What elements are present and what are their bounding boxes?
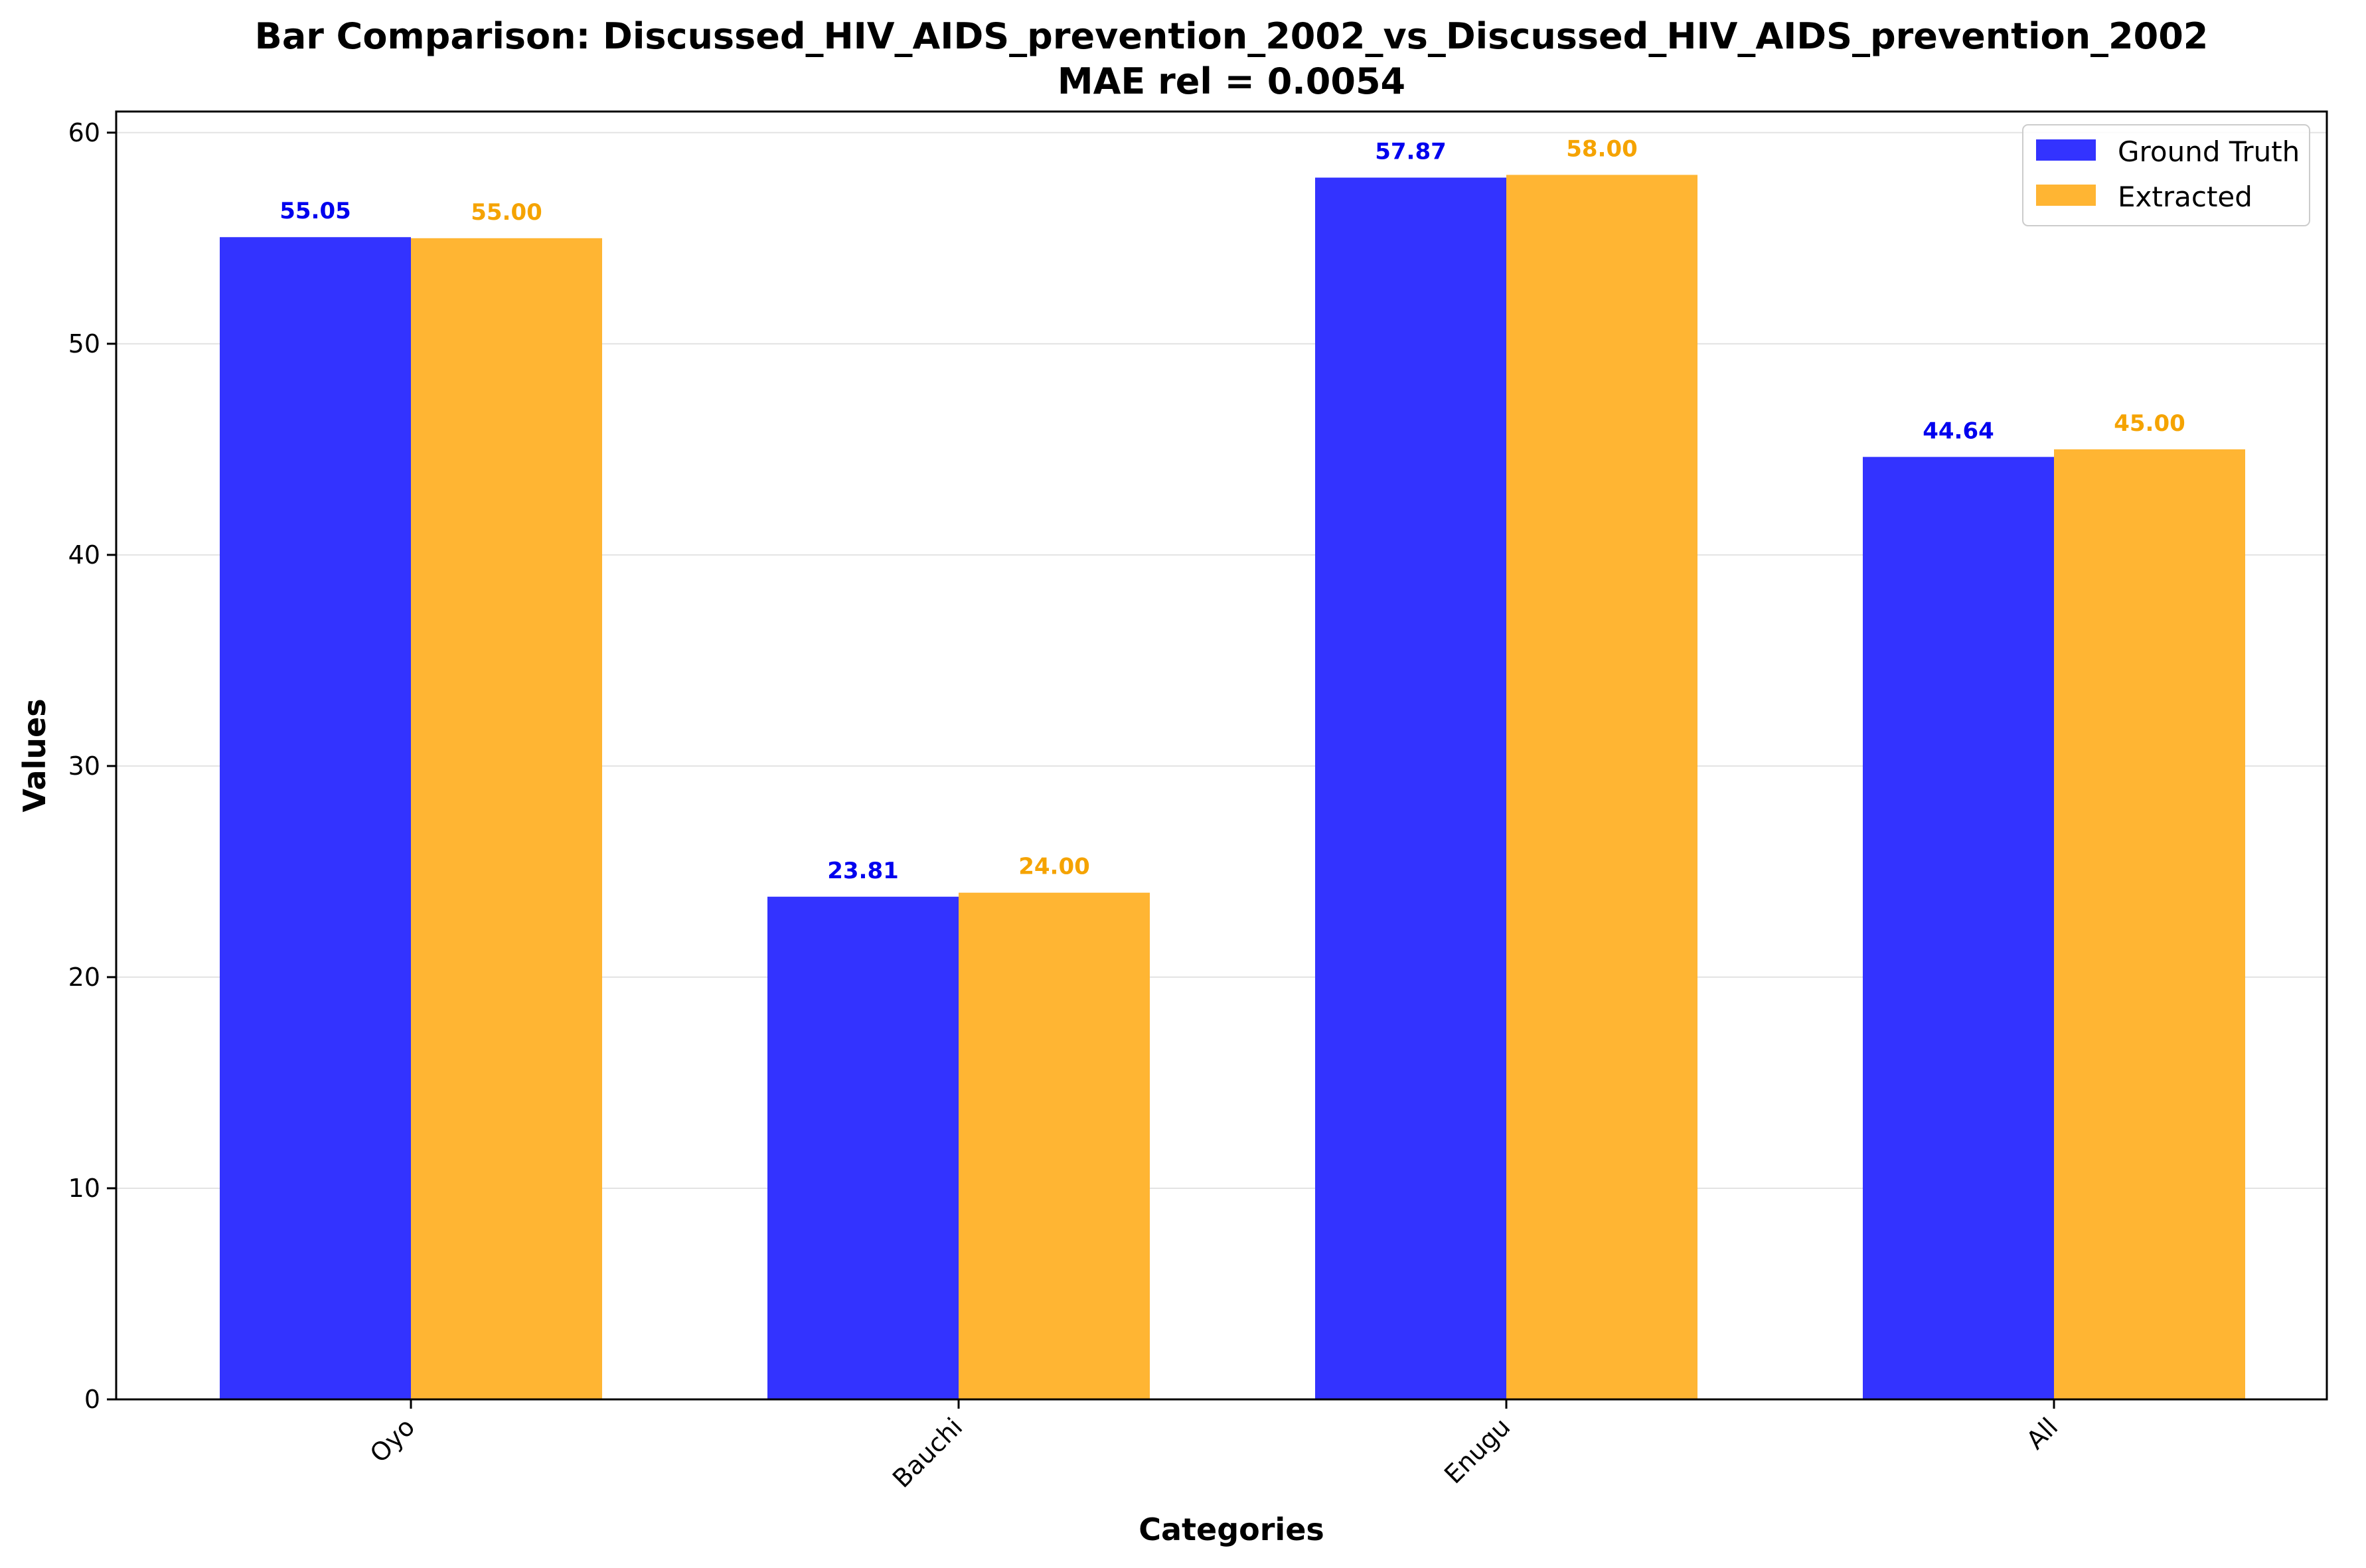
y-axis-ticks: 0 10 20 30 40 50 60 (68, 118, 116, 1414)
data-label: 44.64 (1923, 418, 1994, 444)
data-label: 58.00 (1566, 135, 1638, 162)
data-label: 23.81 (827, 858, 899, 884)
data-labels: 55.05 23.81 57.87 44.64 55.00 24.00 58.00 45.00 (279, 135, 2185, 884)
data-label: 57.87 (1375, 139, 1447, 165)
bar-extracted-enugu (1506, 175, 1697, 1399)
y-tick-label: 60 (68, 118, 100, 147)
bar-ground-truth-all (1863, 457, 2054, 1399)
data-label: 24.00 (1018, 854, 1090, 880)
y-tick-label: 20 (68, 963, 100, 992)
x-tick-label: Oyo (364, 1412, 421, 1468)
chart-title: Bar Comparison: Discussed_HIV_AIDS_preve… (255, 15, 2209, 57)
data-label: 45.00 (2114, 410, 2185, 437)
data-label: 55.05 (279, 198, 351, 224)
x-tick-label: All (2021, 1412, 2063, 1454)
x-tick-label: Bauchi (887, 1412, 968, 1493)
bar-ground-truth-enugu (1315, 177, 1506, 1400)
bar-extracted-all (2054, 449, 2245, 1399)
y-axis-label: Values (17, 698, 52, 812)
y-tick-label: 10 (68, 1174, 100, 1203)
x-axis-label: Categories (1139, 1512, 1324, 1547)
y-tick-label: 50 (68, 329, 100, 358)
data-label: 55.00 (471, 199, 542, 226)
x-tick-label: Enugu (1439, 1412, 1516, 1489)
bar-ground-truth-oyo (220, 237, 411, 1400)
bars (220, 175, 2245, 1400)
legend-label-ground-truth: Ground Truth (2118, 135, 2300, 168)
y-tick-label: 40 (68, 540, 100, 570)
x-axis-ticks: Oyo Bauchi Enugu All (364, 1399, 2063, 1494)
legend: Ground Truth Extracted (2022, 124, 2310, 226)
y-tick-label: 0 (84, 1385, 100, 1414)
chart-subtitle: MAE rel = 0.0054 (1058, 60, 1405, 102)
legend-label-extracted: Extracted (2118, 181, 2252, 213)
legend-swatch-ground-truth (2036, 139, 2096, 161)
y-tick-label: 30 (68, 751, 100, 781)
bar-ground-truth-bauchi (767, 896, 959, 1399)
legend-swatch-extracted (2036, 185, 2096, 206)
bar-extracted-bauchi (959, 892, 1150, 1399)
bar-extracted-oyo (411, 238, 602, 1399)
plot-frame (115, 110, 2328, 1401)
